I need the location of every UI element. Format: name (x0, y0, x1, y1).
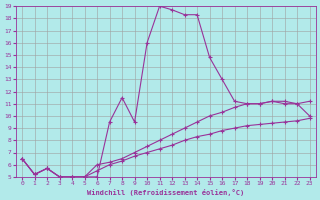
X-axis label: Windchill (Refroidissement éolien,°C): Windchill (Refroidissement éolien,°C) (87, 189, 244, 196)
